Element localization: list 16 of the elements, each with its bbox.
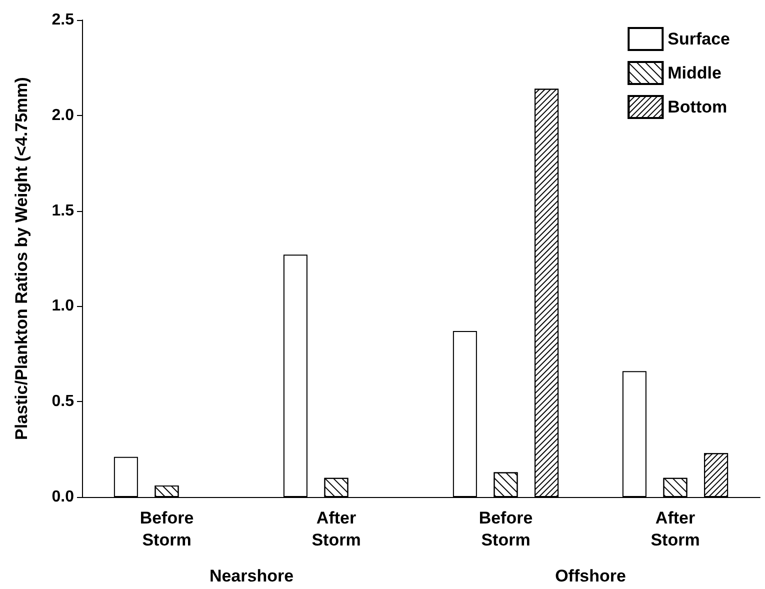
x-tick-label: After Storm [312, 508, 361, 550]
y-tick-label: 1.0 [52, 298, 74, 315]
text: Offshore [555, 566, 626, 586]
legend-label: Surface [668, 30, 730, 48]
legend-label: Middle [668, 64, 722, 82]
y-tick-label: 2.5 [52, 12, 74, 28]
y-tick-label: 0.0 [52, 488, 74, 506]
y-axis-title: Plastic/Plankton Ratios by Weight (<4.75mm) [12, 77, 31, 440]
y-tick-label: 0.5 [52, 393, 74, 410]
y-tick-label: 2.0 [52, 106, 74, 124]
x-tick-label: After Storm [650, 508, 700, 550]
y-tick-label: 1.5 [52, 202, 74, 220]
x-tick-label: Before Storm [478, 508, 533, 550]
x-tick-label: Before Storm [140, 508, 194, 550]
legend-label: Bottom [668, 98, 728, 116]
text: Nearshore [209, 566, 294, 586]
